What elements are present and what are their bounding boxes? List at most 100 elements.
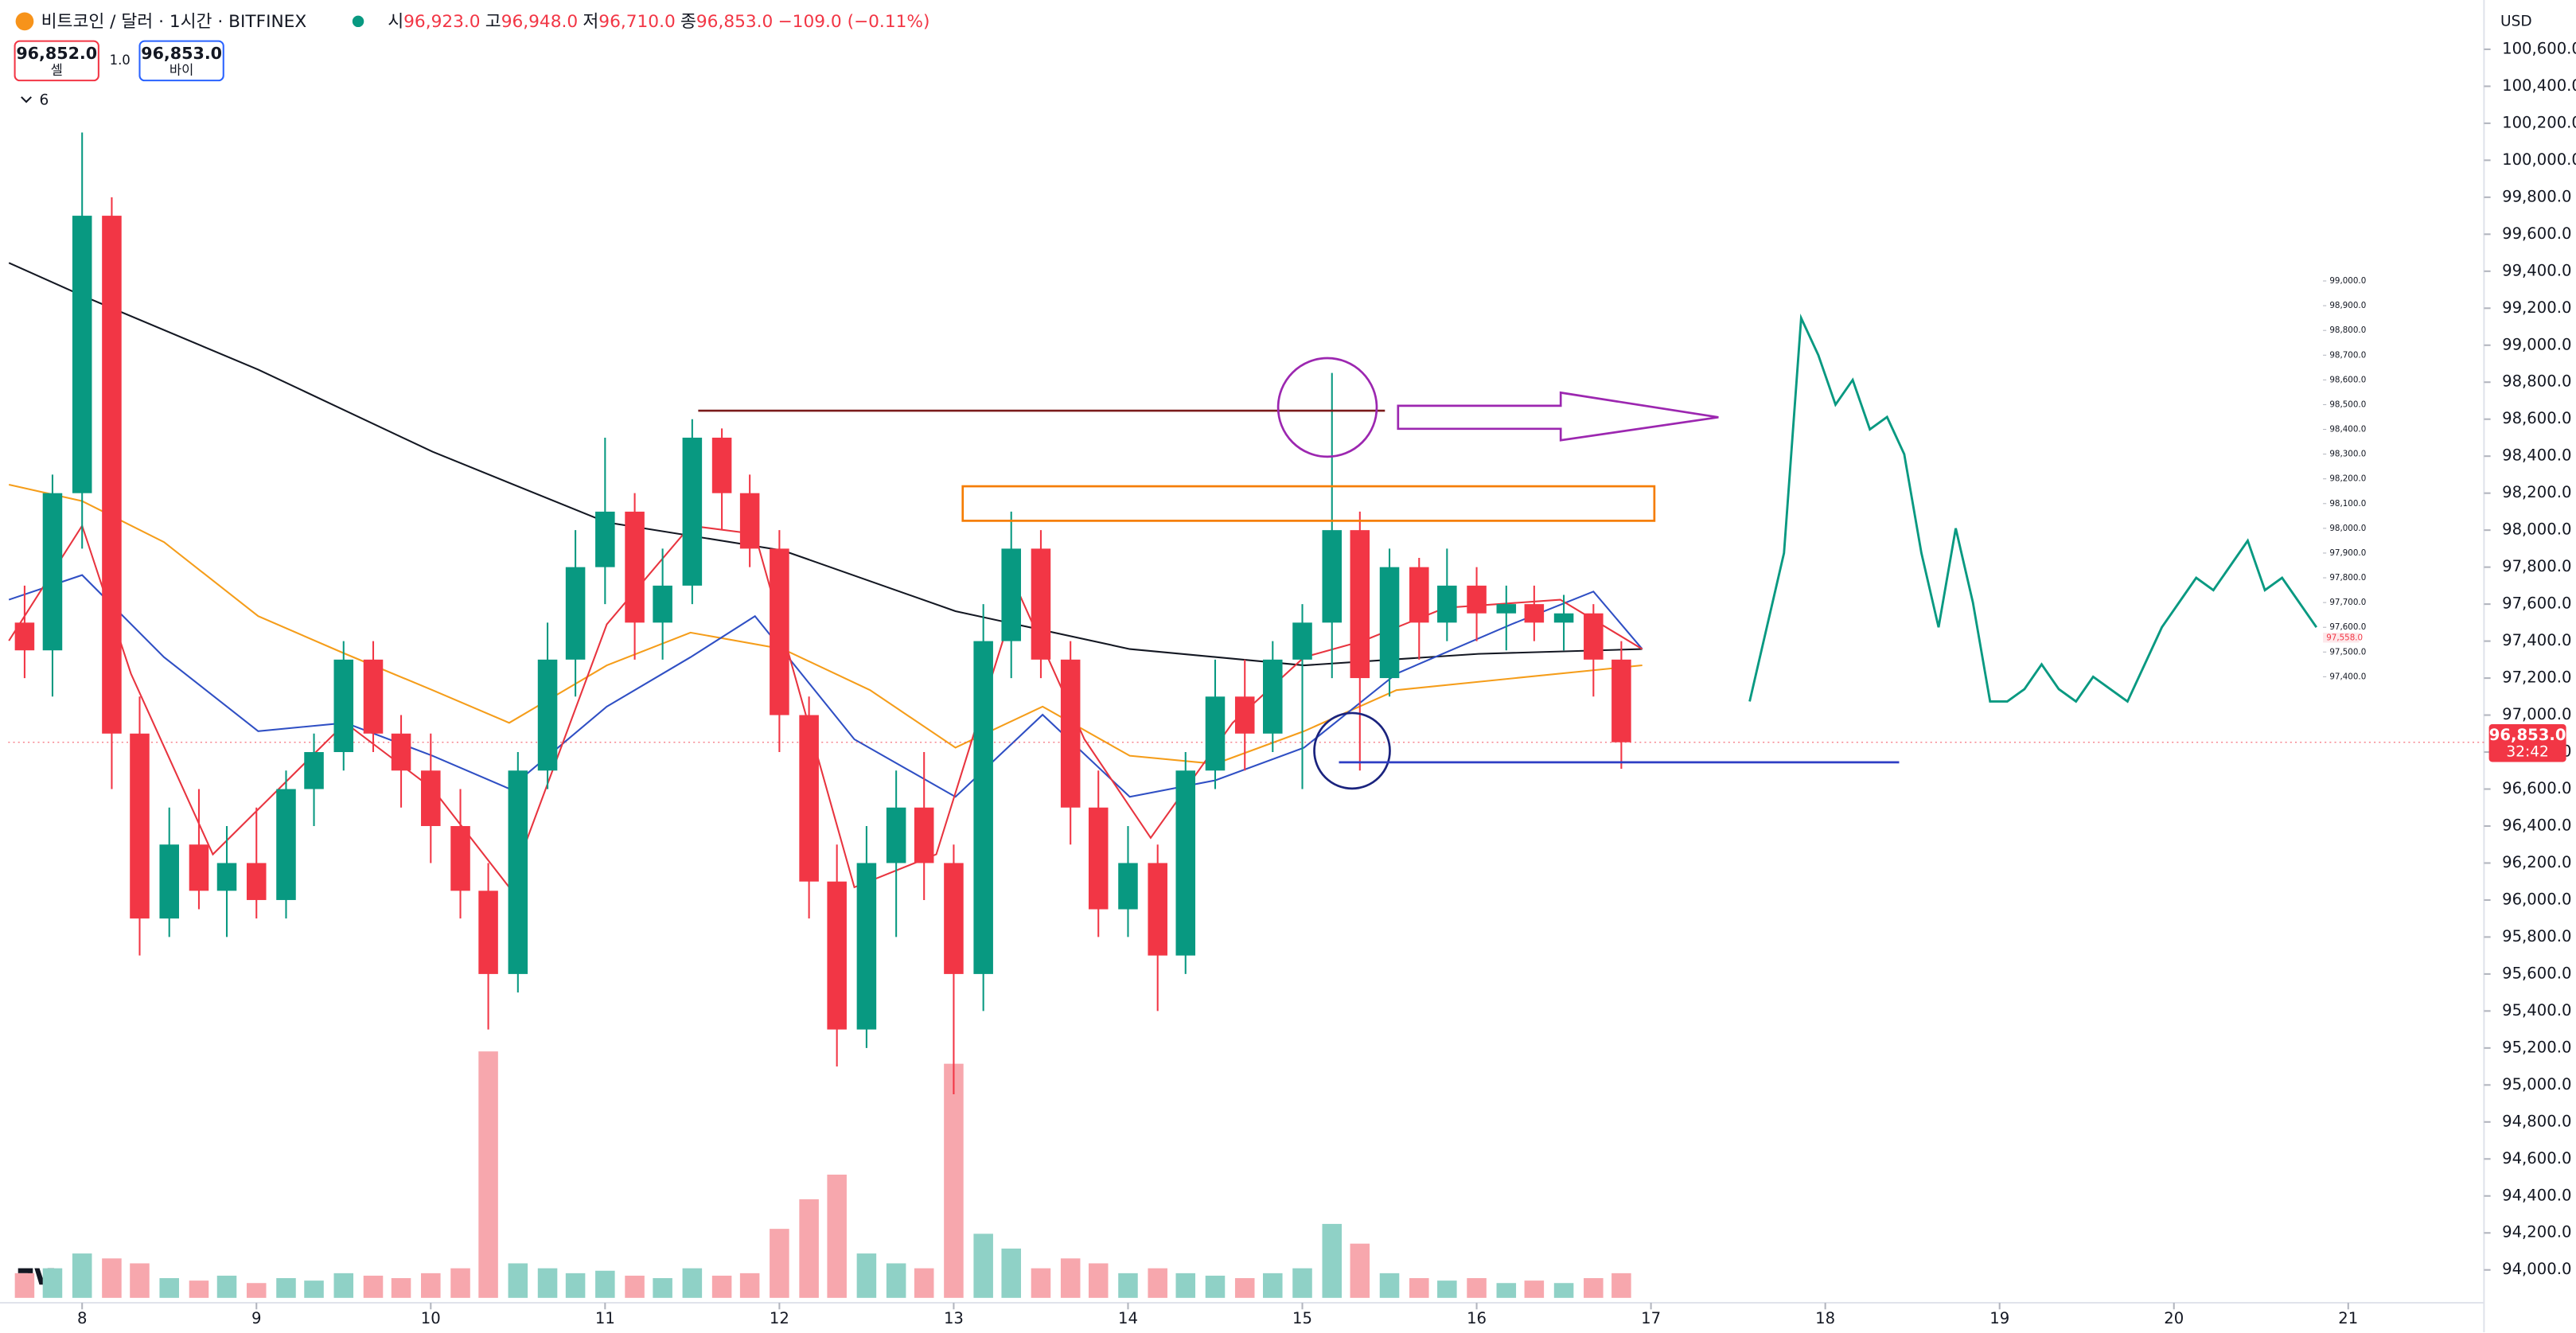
y-tick-label: 95,400.0 — [2502, 1001, 2571, 1019]
volume-bar — [1205, 1275, 1226, 1298]
inset-tick-label: 97,900.0 — [2329, 548, 2366, 558]
indicators-toggle[interactable] — [21, 96, 32, 103]
y-tick-label: 94,200.0 — [2502, 1223, 2571, 1241]
volume-bar — [304, 1280, 324, 1298]
volume-bar — [827, 1174, 847, 1298]
y-tick-label: 100,600.0 — [2502, 39, 2576, 57]
x-tick-label: 14 — [1118, 1309, 1138, 1327]
y-tick-label: 95,600.0 — [2502, 964, 2571, 982]
y-tick-label: 97,000.0 — [2502, 705, 2571, 723]
inset-tick-label: 97,800.0 — [2329, 573, 2366, 583]
candle-body — [72, 216, 92, 493]
quantity[interactable]: 1.0 — [110, 53, 131, 68]
candle-body — [1584, 613, 1604, 660]
volume-bar — [1118, 1273, 1138, 1298]
volume-bar — [1263, 1273, 1283, 1298]
candle-body — [1292, 622, 1312, 660]
buy-label[interactable]: 바이 — [170, 62, 193, 77]
inset-tick-label: 98,800.0 — [2329, 325, 2366, 335]
candle-body — [1118, 863, 1138, 910]
candle-body — [653, 585, 672, 623]
candle-body — [276, 789, 296, 900]
candle-body — [508, 770, 528, 974]
close-key: 종 — [680, 12, 696, 32]
y-tick-label: 95,000.0 — [2502, 1075, 2571, 1093]
arrow — [1397, 391, 1719, 442]
candle-body — [1496, 604, 1517, 614]
volume-bar — [565, 1273, 586, 1298]
volume-bar — [363, 1275, 384, 1298]
buy-button[interactable] — [138, 40, 224, 82]
candle-body — [739, 493, 760, 549]
y-tick-label: 97,200.0 — [2502, 668, 2571, 687]
volume-bar — [1409, 1278, 1429, 1298]
inset-price-tag-label: 97,558.0 — [2326, 633, 2363, 642]
support-circle — [1313, 711, 1391, 790]
y-tick-label: 94,600.0 — [2502, 1149, 2571, 1167]
candle-body — [711, 437, 732, 493]
volume-bar — [1060, 1258, 1081, 1298]
indicators-count[interactable]: 6 — [40, 92, 49, 108]
drawings — [698, 357, 1900, 790]
change: −109.0 (−0.11%) — [778, 12, 930, 32]
price-tag-label: 96,853.0 — [2489, 726, 2566, 744]
volume-bar — [799, 1199, 819, 1298]
volume-bar — [595, 1270, 615, 1298]
x-tick-label: 20 — [2164, 1309, 2184, 1327]
price-tag — [2488, 724, 2566, 762]
candle-body — [216, 863, 237, 891]
volume-bar — [216, 1275, 237, 1298]
candle-body — [856, 863, 877, 1030]
candle-body — [1553, 613, 1574, 623]
close-value: 96,853.0 — [696, 12, 773, 32]
candle-body — [799, 715, 819, 882]
candle-body — [1205, 696, 1226, 771]
inset-line — [1748, 313, 2318, 704]
volume-bar — [653, 1278, 672, 1298]
candle-body — [1467, 585, 1487, 614]
y-tick-label: 100,400.0 — [2502, 76, 2576, 95]
candle-body — [625, 511, 645, 623]
open-key: 시 — [388, 12, 403, 32]
candle-body — [1001, 548, 1021, 641]
countdown: 32:42 — [2506, 744, 2549, 761]
volume-bar — [189, 1280, 209, 1298]
volume-bar — [1379, 1273, 1400, 1298]
candle-body — [1088, 807, 1109, 910]
sell-button[interactable] — [14, 40, 99, 82]
y-tick-label: 95,200.0 — [2502, 1038, 2571, 1056]
sell-price[interactable]: 96,852.0 — [16, 44, 97, 63]
candle-body — [537, 659, 558, 771]
y-tick-label: 99,400.0 — [2502, 261, 2571, 279]
buy-price[interactable]: 96,853.0 — [141, 44, 222, 63]
x-tick-label: 18 — [1815, 1309, 1835, 1327]
candle-body — [1524, 604, 1545, 623]
candle-body — [159, 844, 179, 919]
currency[interactable]: USD — [2500, 13, 2532, 29]
inset-tick-label: 97,600.0 — [2329, 622, 2366, 632]
volume-bar — [682, 1268, 703, 1298]
volume-bar — [42, 1268, 63, 1298]
volume-bar — [1350, 1243, 1370, 1298]
volume-bar — [14, 1273, 35, 1298]
candle-body — [1611, 659, 1631, 743]
ohlc: 시96,923.0 고96,948.0 저96,710.0 종96,853.0 −109… — [388, 12, 929, 32]
y-tick-label: 100,000.0 — [2502, 150, 2576, 169]
sell-label[interactable]: 셀 — [51, 62, 63, 77]
market-status — [352, 15, 364, 28]
y-tick-label: 94,000.0 — [2502, 1260, 2571, 1278]
candle-body — [827, 881, 847, 1030]
volume-bar — [537, 1268, 558, 1298]
coin-icon — [15, 12, 34, 31]
candle-body — [391, 733, 411, 771]
y-tick-label: 95,800.0 — [2502, 927, 2571, 945]
volume-bar — [478, 1051, 498, 1298]
inset-tick-label: 98,400.0 — [2329, 425, 2366, 435]
candle-body — [595, 511, 615, 567]
candle-body — [944, 863, 964, 974]
x-tick-label: 15 — [1292, 1309, 1312, 1327]
candle-body — [363, 659, 384, 734]
candle-body — [189, 844, 209, 891]
